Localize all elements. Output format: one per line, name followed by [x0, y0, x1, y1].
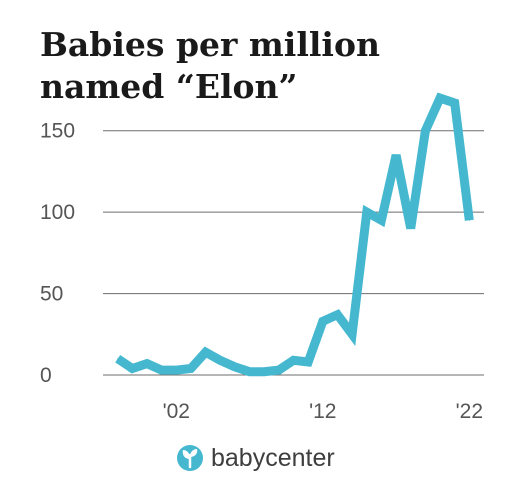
- data-point: [131, 367, 133, 369]
- brand-name: babycenter: [211, 443, 335, 472]
- chart-title: Babies per million named “Elon”: [40, 25, 380, 106]
- data-point: [336, 314, 338, 316]
- x-tick-label: '02: [163, 400, 190, 423]
- x-tick-label: '22: [456, 400, 483, 423]
- data-point: [395, 154, 397, 156]
- y-tick-label: 0: [40, 364, 52, 387]
- x-tick-label: '12: [309, 400, 336, 423]
- y-tick-label: 50: [40, 283, 63, 306]
- data-point: [205, 351, 207, 353]
- data-point: [307, 361, 309, 363]
- data-point: [293, 359, 294, 361]
- y-tick-label: 150: [40, 120, 75, 143]
- data-point: [351, 333, 353, 335]
- data-point: [468, 219, 470, 221]
- data-point: [366, 211, 368, 213]
- data-point: [439, 97, 441, 99]
- data-point: [117, 358, 119, 360]
- data-point: [410, 227, 412, 229]
- data-point: [249, 371, 251, 373]
- babycenter-leaf-icon: [177, 445, 203, 471]
- data-point: [175, 369, 177, 371]
- data-point: [322, 320, 324, 322]
- data-point: [161, 369, 163, 371]
- data-point: [190, 367, 192, 369]
- series-line-layer: [115, 92, 474, 377]
- data-point: [146, 363, 148, 365]
- data-point: [454, 102, 456, 104]
- x-axis-ticks: '02 '12 '22: [163, 400, 483, 423]
- y-tick-label: 100: [40, 201, 75, 224]
- data-point: [278, 369, 280, 371]
- data-point: [263, 371, 265, 373]
- grid-lines: [103, 130, 484, 376]
- data-point: [380, 219, 382, 221]
- data-point: [234, 366, 236, 368]
- babycenter-logo: babycenter: [175, 441, 335, 475]
- y-axis-ticks: 0 50 100 150: [40, 120, 75, 387]
- series-line: [115, 92, 474, 377]
- data-point: [424, 130, 426, 132]
- data-point: [219, 359, 221, 361]
